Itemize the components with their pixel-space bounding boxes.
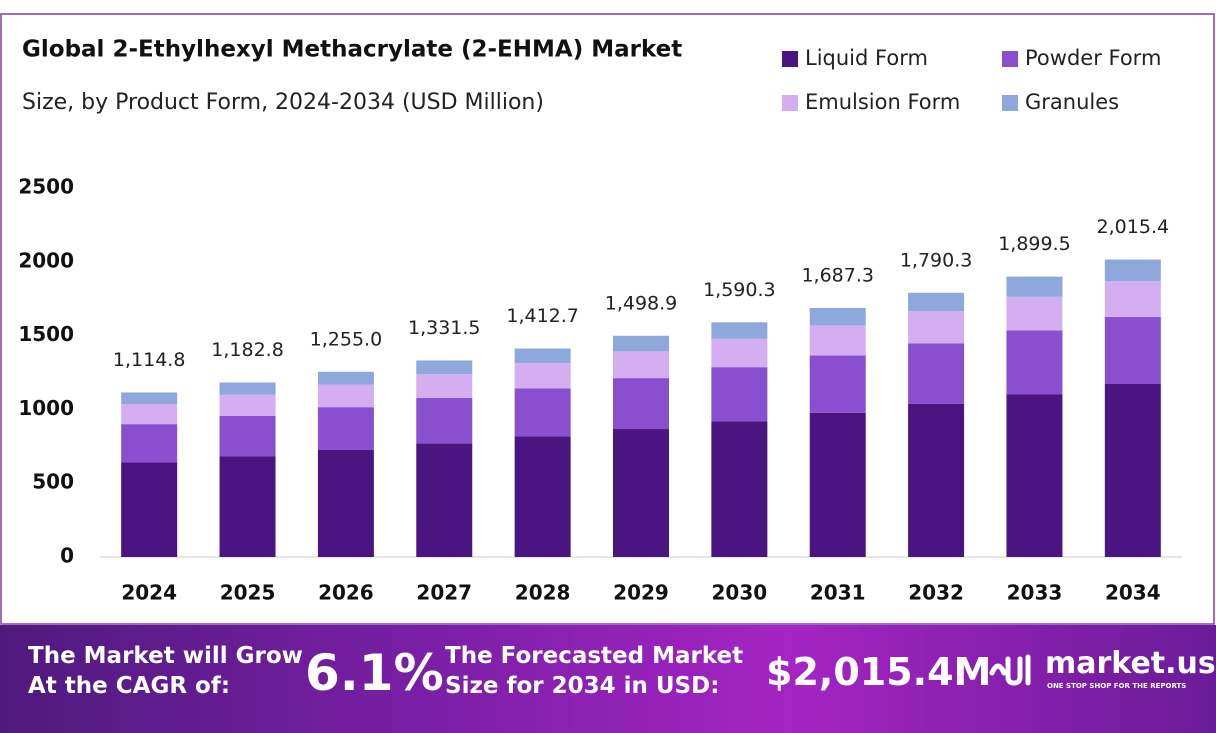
forecast-value: $2,015.4M	[766, 650, 992, 694]
legend-label: Powder Form	[1025, 46, 1161, 70]
text-line: At the CAGR of:	[28, 673, 231, 699]
x-tick-label: 2031	[810, 581, 866, 605]
bar-segment	[121, 462, 178, 557]
text-line: The Market will Grow	[28, 643, 303, 669]
bar-segment	[1104, 317, 1161, 385]
bar-segment	[711, 338, 768, 368]
bar-segment	[121, 424, 178, 463]
bar-segment	[711, 322, 768, 339]
chart-title: Global 2-Ethylhexyl Methacrylate (2-EHMA…	[22, 37, 682, 63]
y-tick-label: 0	[60, 544, 74, 568]
tagline: ONE STOP SHOP FOR THE REPORTS	[1047, 682, 1187, 690]
legend-label: Emulsion Form	[805, 90, 960, 114]
bar-segment	[809, 325, 866, 356]
x-tick-label: 2028	[515, 581, 571, 605]
legend-label: Granules	[1025, 90, 1119, 114]
bar-segment	[416, 360, 473, 375]
bar-segment	[514, 348, 571, 364]
bar-segment	[416, 443, 473, 557]
bar-segment	[1006, 394, 1063, 557]
text-line: Size for 2034 in USD:	[445, 673, 720, 699]
bar-segment	[317, 449, 374, 557]
y-tick-label: 2000	[18, 248, 74, 272]
bar-segment	[908, 311, 965, 344]
total-label: 2,015.4	[1097, 216, 1170, 238]
y-tick-label: 1000	[18, 396, 74, 420]
bar-segment	[1104, 259, 1161, 281]
bar-segment	[809, 355, 866, 413]
bar-segment	[514, 388, 571, 437]
bar-segment	[317, 371, 374, 385]
bar-segment	[809, 307, 866, 326]
x-tick-label: 2033	[1007, 581, 1063, 605]
legend-label: Liquid Form	[805, 46, 928, 70]
x-tick-label: 2029	[613, 581, 669, 605]
x-tick-label: 2034	[1105, 581, 1161, 605]
bar-segment	[416, 398, 473, 444]
bar-segment	[711, 421, 768, 557]
bar-segment	[514, 363, 571, 389]
bar-segment	[1104, 280, 1161, 318]
bar-segment	[121, 392, 178, 405]
bar-segment	[1006, 330, 1063, 395]
chart-border	[0, 13, 1215, 625]
x-tick-label: 2024	[121, 581, 177, 605]
bar-segment	[908, 292, 965, 312]
legend-swatch	[782, 95, 798, 111]
x-tick-label: 2030	[712, 581, 768, 605]
x-tick-label: 2032	[908, 581, 964, 605]
bar-segment	[219, 456, 276, 557]
bar-segment	[1006, 276, 1063, 297]
y-tick-label: 2500	[18, 175, 74, 199]
total-label: 1,590.3	[703, 279, 776, 301]
text-line: The Forecasted Market	[445, 643, 744, 669]
chart: Global 2-Ethylhexyl Methacrylate (2-EHMA…	[0, 13, 1215, 625]
cagr-value: 6.1%	[305, 644, 444, 702]
bar-segment	[317, 384, 374, 408]
bar-segment	[416, 374, 473, 399]
bar-segment	[121, 404, 178, 425]
y-tick-label: 1500	[18, 322, 74, 346]
total-label: 1,255.0	[310, 328, 383, 350]
bar-segment	[219, 394, 276, 416]
bar-segment	[613, 351, 669, 379]
logo	[989, 654, 1031, 686]
bar-segment	[908, 343, 965, 404]
total-label: 1,687.3	[801, 264, 874, 286]
total-label: 1,331.5	[408, 317, 481, 339]
bar-segment	[613, 335, 669, 352]
total-label: 1,899.5	[998, 233, 1071, 255]
chart-subtitle: Size, by Product Form, 2024-2034 (USD Mi…	[22, 90, 544, 115]
legend-swatch	[1002, 95, 1018, 111]
bar-segment	[1104, 384, 1161, 557]
cagr-text: The Market will Grow At the CAGR of:	[28, 641, 303, 701]
legend-swatch	[782, 51, 798, 67]
bar-segment	[514, 436, 571, 557]
bar-segment	[908, 403, 965, 557]
total-label: 1,114.8	[113, 349, 186, 371]
y-tick-label: 500	[32, 470, 74, 494]
bar-segment	[711, 367, 768, 422]
bar-segment	[317, 407, 374, 450]
total-label: 1,182.8	[211, 339, 284, 361]
legend-swatch	[1002, 51, 1018, 67]
forecast-text: The Forecasted Market Size for 2034 in US…	[445, 641, 743, 701]
total-label: 1,412.7	[506, 305, 579, 327]
total-label: 1,498.9	[605, 292, 678, 314]
bar-segment	[809, 412, 866, 557]
brand: market.us	[1045, 646, 1216, 681]
x-tick-label: 2025	[220, 581, 276, 605]
x-tick-label: 2027	[416, 581, 472, 605]
bar-segment	[219, 382, 276, 395]
x-tick-label: 2026	[318, 581, 374, 605]
bar-segment	[613, 429, 669, 557]
bar-segment	[1006, 296, 1063, 331]
total-label: 1,790.3	[900, 249, 973, 271]
bar-segment	[613, 378, 669, 430]
bar-segment	[219, 415, 276, 457]
footer: The Market will Grow At the CAGR of: 6.1%…	[0, 625, 1216, 733]
